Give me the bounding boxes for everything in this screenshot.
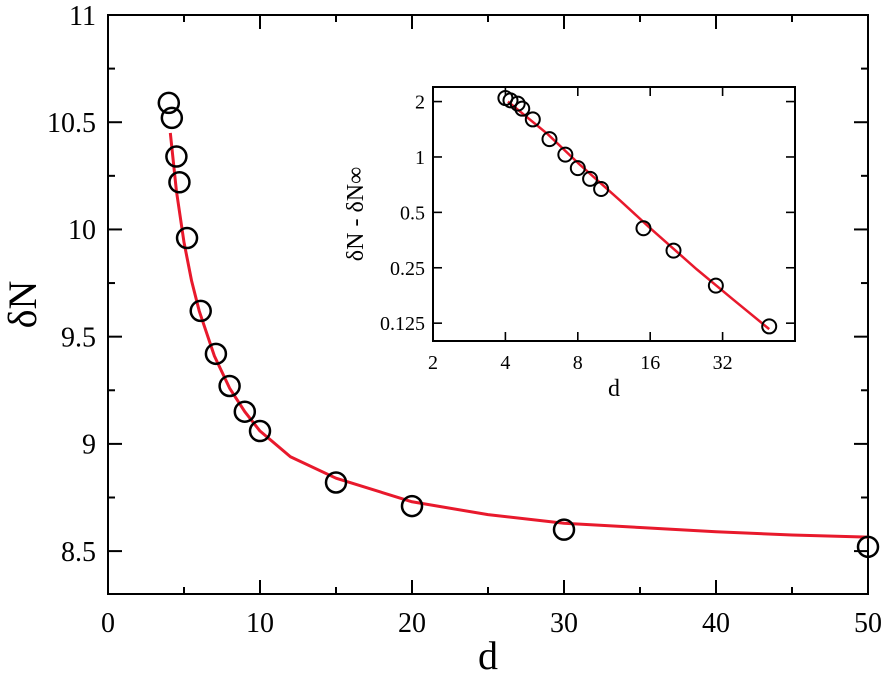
inset-plot-frame [432,86,796,342]
main-fit-curve [168,132,869,539]
inset-data-point [514,100,531,117]
inset-x-tick-label: 2 [428,352,438,374]
main-data-point [552,518,576,541]
main-x-tick-label: 10 [246,608,274,639]
inset-y-tick-label: 0.125 [380,313,425,335]
inset-x-tick-label: 8 [573,352,583,374]
main-x-tick-label: 20 [398,608,426,639]
inset-data-point [582,170,599,187]
inset-data-point [569,160,586,177]
inset-data-point [509,95,526,112]
inset-data-point [541,131,558,148]
main-data-point [856,535,880,559]
main-data-point [157,91,181,115]
inset-data-point [635,220,652,237]
main-x-tick-label: 50 [854,608,882,639]
inset-fit-curve [507,100,771,331]
inset-y-axis-title: δN - δN∞ [343,167,369,261]
main-data-point [233,400,257,423]
main-x-tick-label: 40 [702,608,730,639]
main-y-axis-title: δN [0,281,45,329]
inset-data-point [502,92,519,109]
inset-data-point [557,146,574,163]
main-data-point [175,226,199,250]
inset-data-point [707,277,724,294]
inset-data-point [593,180,610,197]
main-data-point [324,471,348,494]
main-data-point [189,299,212,323]
main-y-tick-label: 8.5 [61,537,96,568]
main-y-tick-label: 9.5 [61,322,96,353]
inset-y-tick-label: 0.5 [400,202,425,224]
inset-y-tick-label: 1 [415,147,425,169]
main-data-point [168,171,191,194]
inset-data-point [665,242,682,259]
main-data-point [248,419,272,443]
inset-y-tick-label: 2 [415,92,425,114]
inset-data-point [524,111,541,128]
inset-x-tick-label: 4 [500,352,510,374]
main-y-tick-label: 9 [82,430,96,461]
inset-x-tick-label: 16 [640,352,660,374]
inset-y-tick-label: 0.25 [390,258,425,280]
main-data-point [160,106,184,130]
main-data-point [218,374,241,398]
main-data-point [165,145,188,168]
inset-plot: 2 4 8 16 32 0.125 0.25 0.5 1 2 d δN - δN∞ [343,86,796,402]
main-y-tick-label: 11 [69,1,96,32]
main-y-tick-label: 10.5 [47,108,96,139]
main-data-point [400,494,424,518]
inset-x-tick-label: 32 [713,352,733,374]
main-x-tick-label: 30 [550,608,578,639]
main-x-axis-title: d [478,633,498,673]
main-data-point [204,342,228,366]
main-x-tick-label: 0 [101,608,115,639]
inset-x-axis-title: d [608,376,620,402]
main-y-tick-label: 10 [68,215,96,246]
inset-data-point [761,318,778,335]
